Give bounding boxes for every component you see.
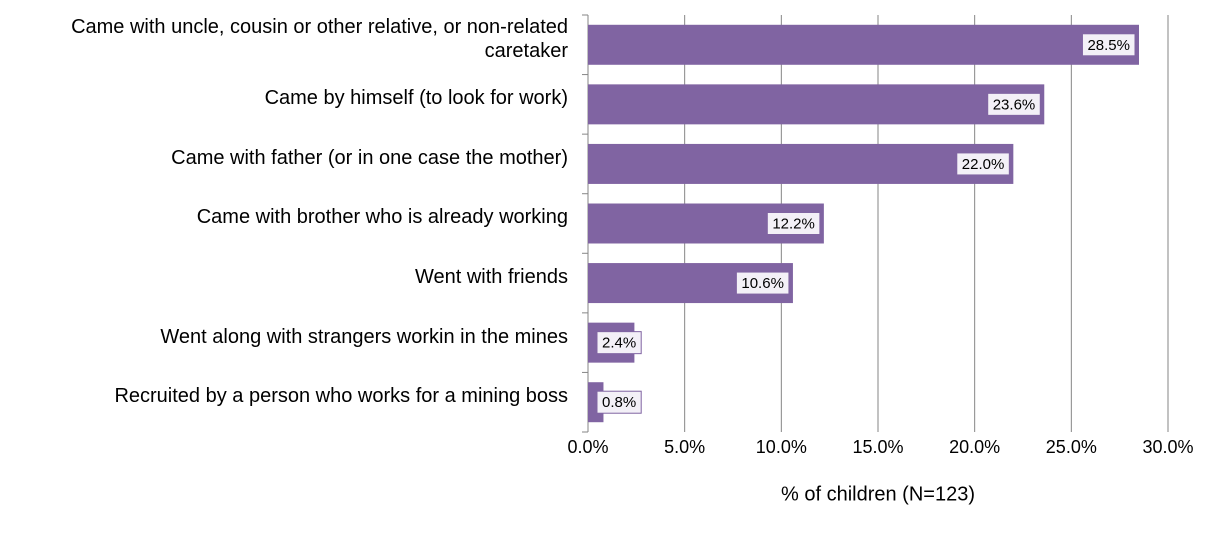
bar	[588, 84, 1045, 125]
value-label-box	[1081, 33, 1136, 57]
x-axis-label: % of children (N=123)	[781, 483, 975, 505]
bar	[588, 143, 1014, 184]
value-label-box	[987, 92, 1041, 116]
y-tick-label: Came with brother who is already working	[196, 206, 568, 229]
value-label: 22.0%	[962, 156, 1005, 173]
value-label: 0.8%	[602, 394, 636, 411]
value-label-box	[956, 152, 1010, 176]
x-tick-label: 20.0%	[949, 437, 1000, 457]
y-tick-label: Came with father (or in one case the mot…	[171, 146, 568, 169]
value-label: 10.6%	[741, 275, 784, 292]
x-tick-label: 10.0%	[756, 437, 807, 457]
value-label-box	[596, 390, 642, 414]
value-label-box	[766, 212, 821, 235]
value-label: 12.2%	[772, 215, 815, 232]
value-label: 28.5%	[1087, 37, 1130, 54]
bar	[588, 24, 1139, 65]
value-label: 23.6%	[993, 96, 1036, 113]
x-tick-label: 25.0%	[1046, 437, 1097, 457]
x-tick-label: 5.0%	[664, 437, 705, 457]
y-tick-label: Came by himself (to look for work)	[264, 87, 568, 110]
y-tick-label: Went along with strangers workin in the …	[160, 325, 568, 348]
y-tick-label: Recruited by a person who works for a mi…	[114, 385, 568, 408]
value-label-box	[596, 331, 642, 355]
value-label: 2.4%	[602, 335, 636, 352]
x-tick-label: 15.0%	[852, 437, 903, 457]
x-tick-label: 30.0%	[1142, 437, 1193, 457]
y-tick-label: Came with uncle, cousin or other relativ…	[71, 15, 568, 62]
x-tick-label: 0.0%	[567, 437, 608, 457]
y-tick-label: Went with friends	[414, 266, 568, 289]
value-label-box	[735, 271, 790, 295]
